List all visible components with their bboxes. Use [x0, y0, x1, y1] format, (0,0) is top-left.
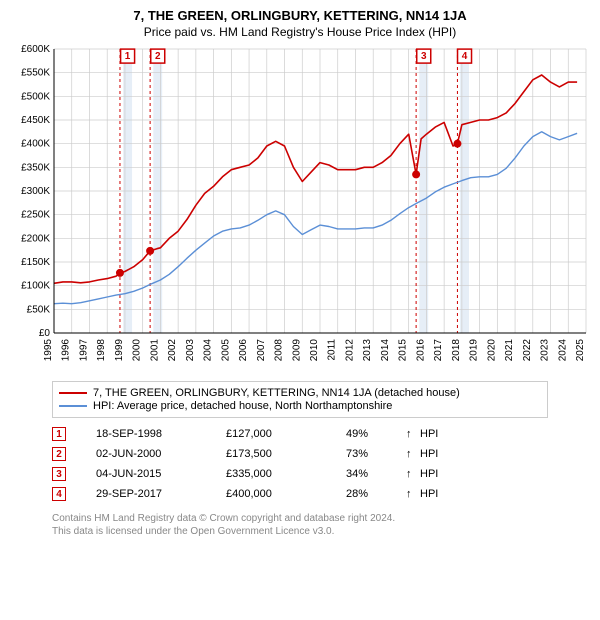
- event-marker-label: 4: [462, 51, 468, 62]
- x-tick-label: 1995: [43, 339, 54, 362]
- chart-title: 7, THE GREEN, ORLINGBURY, KETTERING, NN1…: [8, 8, 592, 23]
- legend-swatch: [59, 405, 87, 407]
- row-marker: 1: [52, 427, 66, 441]
- y-tick-label: £450K: [21, 115, 50, 126]
- y-tick-label: £0: [39, 328, 51, 339]
- row-pct: 73%: [346, 448, 406, 460]
- x-tick-label: 2003: [185, 339, 196, 362]
- x-tick-label: 2017: [433, 339, 444, 362]
- series-dot: [146, 247, 154, 255]
- event-marker-label: 3: [421, 51, 427, 62]
- up-arrow-icon: ↑: [406, 428, 420, 440]
- transaction-row: 2 02-JUN-2000£173,50073%↑HPI: [52, 444, 548, 464]
- y-tick-label: £50K: [27, 304, 51, 315]
- x-tick-label: 2008: [274, 339, 285, 362]
- y-tick-label: £200K: [21, 233, 50, 244]
- y-tick-label: £250K: [21, 210, 50, 221]
- legend-label: HPI: Average price, detached house, Nort…: [93, 400, 392, 412]
- legend-swatch: [59, 392, 87, 394]
- legend-label: 7, THE GREEN, ORLINGBURY, KETTERING, NN1…: [93, 387, 460, 399]
- x-tick-label: 2013: [362, 339, 373, 362]
- row-price: £127,000: [226, 428, 346, 440]
- x-tick-label: 2002: [167, 339, 178, 362]
- y-tick-label: £350K: [21, 162, 50, 173]
- row-tag: HPI: [420, 448, 548, 460]
- footer-line-1: Contains HM Land Registry data © Crown c…: [52, 512, 548, 525]
- row-pct: 49%: [346, 428, 406, 440]
- event-marker-label: 1: [125, 51, 131, 62]
- chart-subtitle: Price paid vs. HM Land Registry's House …: [8, 25, 592, 39]
- footer-line-2: This data is licensed under the Open Gov…: [52, 525, 548, 538]
- row-tag: HPI: [420, 428, 548, 440]
- row-price: £335,000: [226, 468, 346, 480]
- y-tick-label: £400K: [21, 139, 50, 150]
- x-tick-label: 2005: [220, 339, 231, 362]
- x-tick-label: 2020: [486, 339, 497, 362]
- x-tick-label: 2009: [291, 339, 302, 362]
- footer: Contains HM Land Registry data © Crown c…: [52, 512, 548, 538]
- row-date: 04-JUN-2015: [96, 468, 226, 480]
- transaction-row: 3 04-JUN-2015£335,00034%↑HPI: [52, 464, 548, 484]
- transaction-row: 1 18-SEP-1998£127,00049%↑HPI: [52, 424, 548, 444]
- y-tick-label: £100K: [21, 281, 50, 292]
- x-tick-label: 2024: [557, 339, 568, 362]
- row-pct: 28%: [346, 488, 406, 500]
- legend-item: HPI: Average price, detached house, Nort…: [59, 400, 541, 412]
- x-tick-label: 1996: [61, 339, 72, 362]
- x-tick-label: 2014: [380, 339, 391, 362]
- row-price: £173,500: [226, 448, 346, 460]
- legend-item: 7, THE GREEN, ORLINGBURY, KETTERING, NN1…: [59, 387, 541, 399]
- series-dot: [412, 170, 420, 178]
- x-tick-label: 2025: [575, 339, 586, 362]
- transaction-row: 4 29-SEP-2017£400,00028%↑HPI: [52, 484, 548, 504]
- up-arrow-icon: ↑: [406, 488, 420, 500]
- x-tick-label: 2021: [504, 339, 515, 362]
- x-tick-label: 2012: [344, 339, 355, 362]
- series-price_paid: [54, 75, 577, 283]
- up-arrow-icon: ↑: [406, 448, 420, 460]
- x-tick-label: 1999: [114, 339, 125, 362]
- series-dot: [116, 269, 124, 277]
- x-tick-label: 2006: [238, 339, 249, 362]
- x-tick-label: 2015: [398, 339, 409, 362]
- series-dot: [453, 140, 461, 148]
- row-marker: 3: [52, 467, 66, 481]
- y-tick-label: £150K: [21, 257, 50, 268]
- y-tick-label: £600K: [21, 45, 50, 55]
- x-tick-label: 1997: [78, 339, 89, 362]
- x-tick-label: 1998: [96, 339, 107, 362]
- row-pct: 34%: [346, 468, 406, 480]
- row-date: 18-SEP-1998: [96, 428, 226, 440]
- chart-container: 7, THE GREEN, ORLINGBURY, KETTERING, NN1…: [0, 0, 600, 546]
- x-tick-label: 2000: [132, 339, 143, 362]
- row-date: 29-SEP-2017: [96, 488, 226, 500]
- row-date: 02-JUN-2000: [96, 448, 226, 460]
- row-marker: 4: [52, 487, 66, 501]
- x-tick-label: 2022: [522, 339, 533, 362]
- row-tag: HPI: [420, 488, 548, 500]
- y-tick-label: £300K: [21, 186, 50, 197]
- row-price: £400,000: [226, 488, 346, 500]
- x-tick-label: 2023: [540, 339, 551, 362]
- x-tick-label: 2019: [469, 339, 480, 362]
- y-tick-label: £550K: [21, 68, 50, 79]
- row-marker: 2: [52, 447, 66, 461]
- y-tick-label: £500K: [21, 91, 50, 102]
- x-tick-label: 2007: [256, 339, 267, 362]
- x-tick-label: 2018: [451, 339, 462, 362]
- x-tick-label: 2011: [327, 339, 338, 361]
- chart-svg: £0 £50K £100K £150K £200K £250K £300K £350K £400…: [8, 45, 592, 375]
- x-tick-label: 2010: [309, 339, 320, 362]
- event-marker-label: 2: [155, 51, 161, 62]
- x-tick-label: 2016: [415, 339, 426, 362]
- transaction-table: 118-SEP-1998£127,00049%↑HPI202-JUN-2000£…: [52, 424, 548, 504]
- x-tick-label: 2004: [203, 339, 214, 362]
- x-tick-label: 2001: [149, 339, 160, 362]
- chart-area: £0 £50K £100K £150K £200K £250K £300K £350K £400…: [8, 45, 592, 375]
- series-hpi: [54, 132, 577, 304]
- up-arrow-icon: ↑: [406, 468, 420, 480]
- legend: 7, THE GREEN, ORLINGBURY, KETTERING, NN1…: [52, 381, 548, 418]
- row-tag: HPI: [420, 468, 548, 480]
